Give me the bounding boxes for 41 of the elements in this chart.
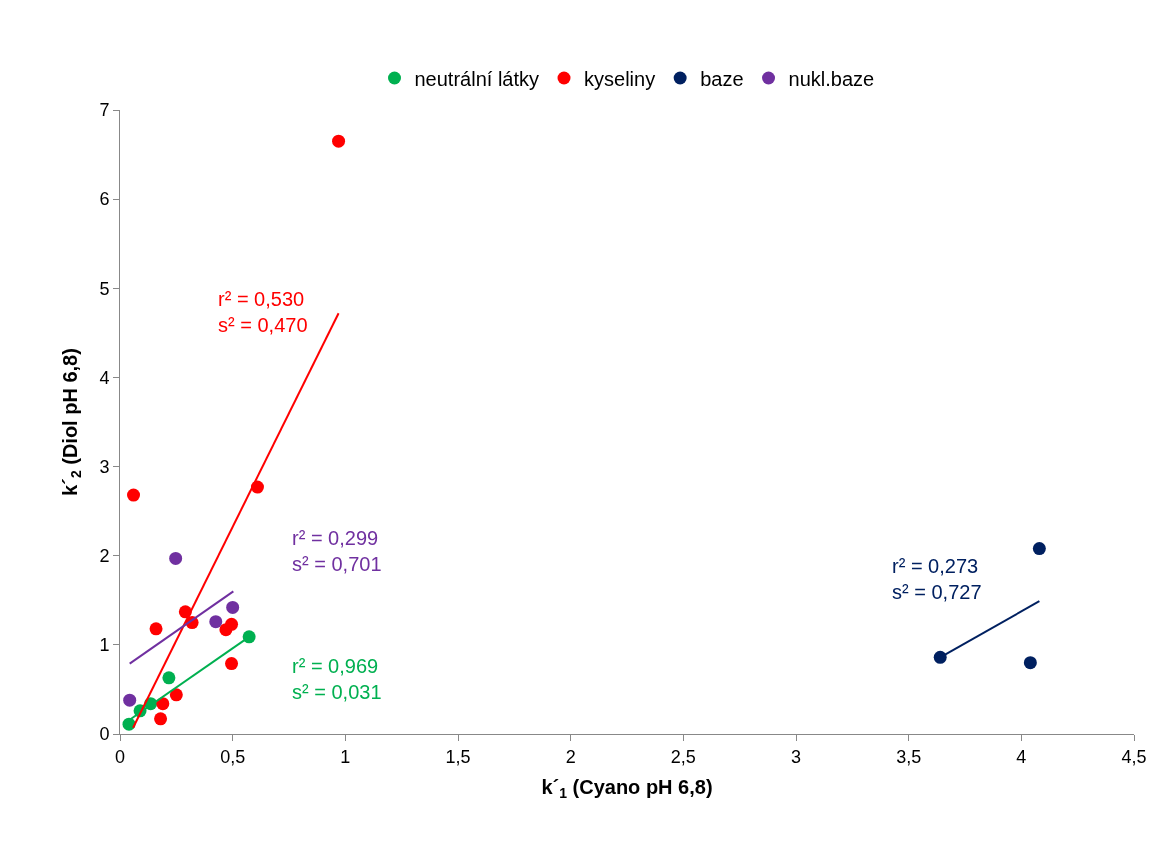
x-tick-label: 0 — [114, 746, 126, 767]
x-tick-label: 2 — [565, 746, 576, 767]
point — [219, 623, 233, 637]
legend-label: nukl.baze — [788, 67, 875, 90]
x-tick-label: 1,5 — [445, 746, 471, 767]
point — [169, 688, 183, 702]
x-axis-title: k´$_{1}$ (Cyano pH 6,8) — [541, 776, 713, 802]
x-tick-label: 2,5 — [670, 746, 696, 767]
y-tick-label: 5 — [99, 278, 110, 299]
y-tick-label: 0 — [99, 724, 110, 745]
annotation: r² = 0,530 s² = 0,470 — [218, 288, 308, 336]
legend-label: baze — [700, 67, 744, 90]
y-tick-label: 6 — [99, 189, 110, 210]
x-tick-label: 4,5 — [1121, 746, 1147, 767]
y-tick-label: 2 — [99, 546, 110, 567]
annotation: r² = 0,969 s² = 0,031 — [292, 655, 382, 703]
y-tick-label: 4 — [99, 367, 110, 388]
annotation: r² = 0,273 s² = 0,727 — [892, 555, 982, 603]
annotation: r² = 0,299 s² = 0,701 — [292, 527, 382, 575]
point — [225, 657, 239, 671]
point — [226, 600, 240, 614]
point — [209, 615, 223, 629]
x-tick-label: 1 — [340, 746, 351, 767]
x-tick-label: 0,5 — [220, 746, 246, 767]
x-tick-label: 4 — [1016, 746, 1027, 767]
point — [169, 551, 183, 565]
x-tick-label: 3,5 — [896, 746, 922, 767]
point — [149, 622, 163, 636]
y-tick-label: 3 — [99, 456, 110, 477]
point — [1023, 656, 1037, 670]
legend-label: kyseliny — [584, 67, 656, 90]
y-tick-label: 7 — [99, 100, 110, 121]
point — [123, 693, 137, 707]
legend-label: neutrální látky — [414, 67, 540, 90]
point — [127, 488, 141, 502]
point — [162, 671, 176, 685]
x-tick-label: 3 — [790, 746, 802, 767]
y-tick-label: 1 — [99, 635, 110, 656]
point — [154, 712, 168, 726]
point — [1032, 542, 1046, 556]
point — [332, 134, 346, 148]
